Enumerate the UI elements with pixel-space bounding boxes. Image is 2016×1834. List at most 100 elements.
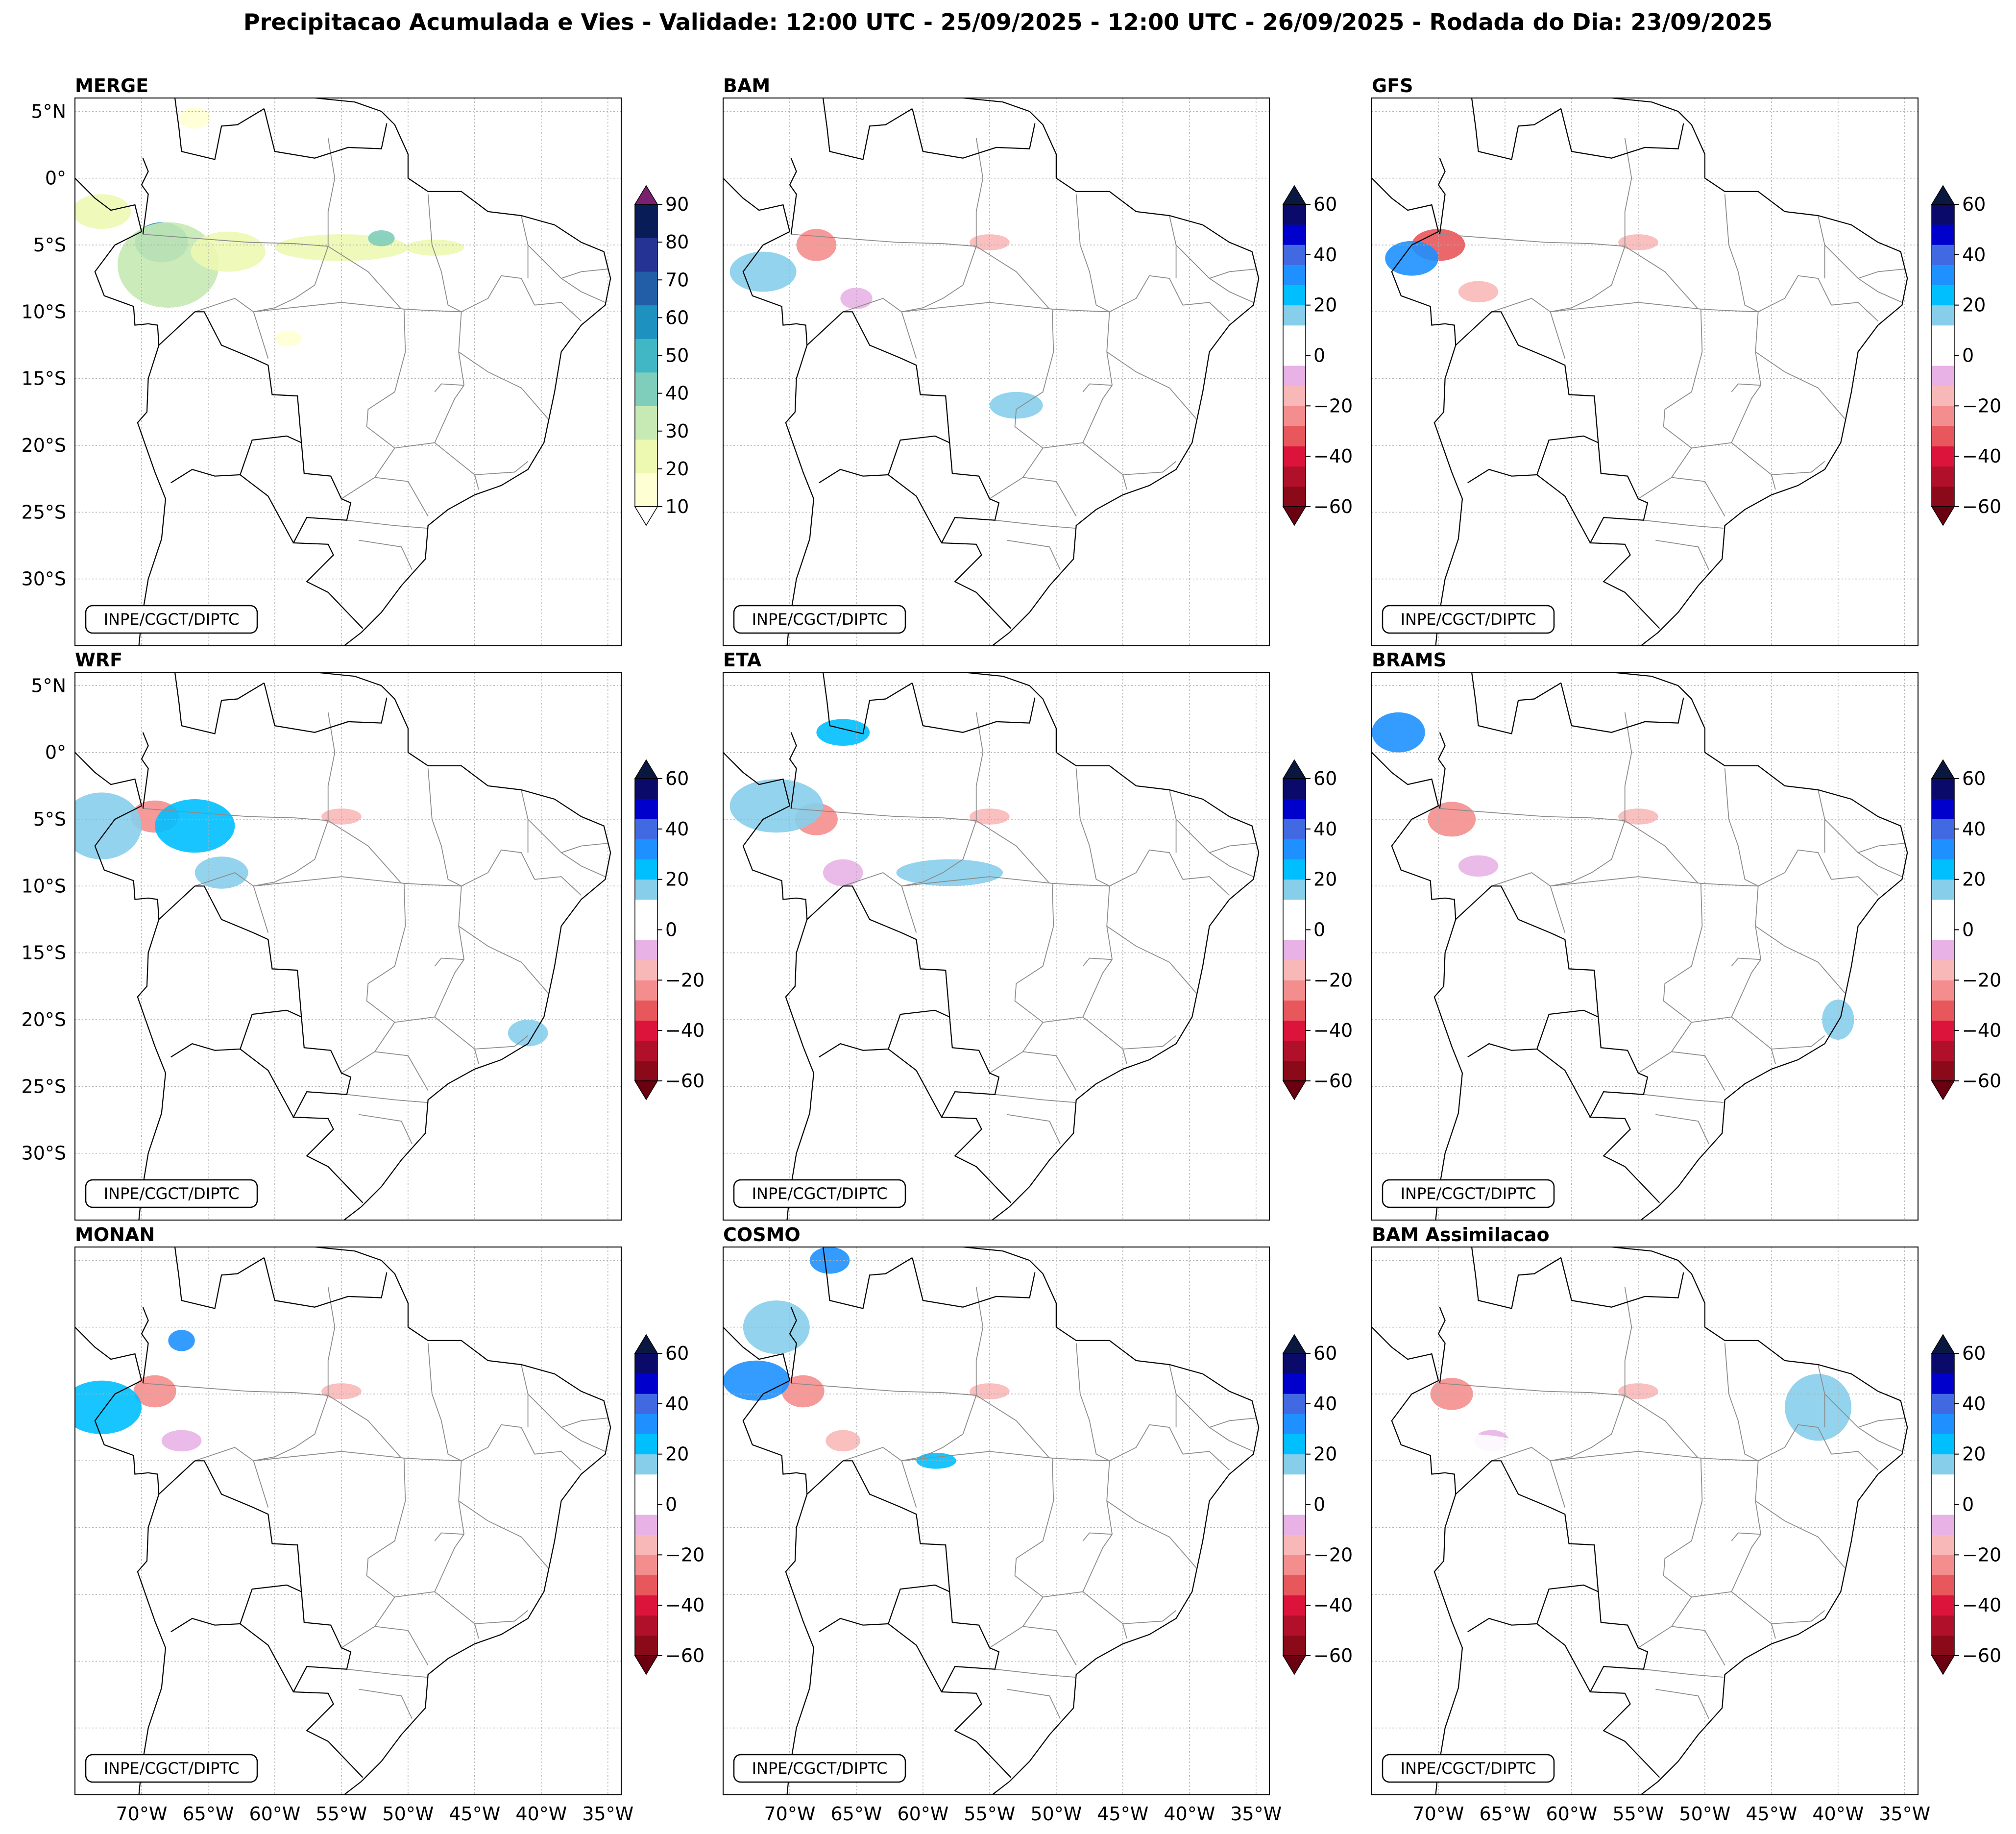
state-border: [1824, 245, 1905, 279]
state-border: [1022, 1051, 1077, 1091]
precip-area: [215, 1367, 282, 1394]
colorbar-segment: [635, 1000, 657, 1021]
state-border: [1824, 819, 1905, 854]
precip-area: [896, 859, 1003, 886]
state-border: [1183, 876, 1230, 896]
colorbar-segment: [1932, 799, 1954, 819]
colorbar-extend-bottom: [634, 506, 658, 526]
colorbar-segment: [635, 819, 657, 839]
precip-area: [75, 792, 142, 859]
map-panel-bam: BAM INPE/CGCT/DIPTC 60 40 20 0 −20 −40 −60: [723, 75, 1353, 646]
colorbar-segment: [1283, 1555, 1306, 1575]
colorbar-segment: [1283, 204, 1306, 225]
colorbar-tick-label: −60: [1962, 1645, 2001, 1666]
coastline: [1610, 672, 1908, 1220]
credit-box: [85, 1179, 258, 1208]
state-border: [194, 872, 269, 933]
country-border: [888, 474, 942, 543]
credit-box: [1382, 605, 1555, 634]
colorbar-segment: [635, 1414, 657, 1435]
map-background: [1372, 672, 1918, 1220]
lat-tick-label: 20°S: [22, 435, 66, 456]
colorbar-extend-top: [1931, 1334, 1955, 1354]
state-border: [1439, 808, 1625, 821]
credit-text: INPE/CGCT/DIPTC: [104, 610, 240, 629]
precip-area: [1545, 1300, 1678, 1381]
precip-area: [816, 719, 870, 746]
lat-tick-label: 10°S: [22, 301, 66, 322]
colorbar-segment: [1932, 245, 1954, 265]
state-border: [534, 302, 582, 322]
colorbar-segment: [1283, 1535, 1306, 1555]
colorbar: 60 40 20 0 −20 −40 −60: [1931, 185, 2001, 526]
colorbar-segment: [1932, 1040, 1954, 1061]
colorbar-segment: [1283, 245, 1306, 265]
state-border: [791, 808, 976, 821]
country-border: [75, 1326, 167, 1795]
colorbar-tick-label: −60: [665, 1645, 704, 1666]
colorbar-segment: [635, 1575, 657, 1596]
colorbar-tick-label: −60: [1313, 496, 1353, 517]
colorbar-segment: [1932, 819, 1954, 839]
colorbar-segment: [635, 1373, 657, 1394]
panel-map-layer: [1372, 672, 1918, 1220]
colorbar-tick-label: −40: [665, 1020, 704, 1041]
country-border: [888, 1049, 942, 1118]
state-border: [1638, 883, 1703, 1074]
lon-tick-label: 55°W: [964, 1803, 1015, 1825]
map-panel-eta: ETA INPE/CGCT/DIPTC 60 40 20 0 −20 −40 −60: [723, 649, 1353, 1221]
precip-area: [1385, 171, 1465, 212]
colorbar: 60 40 20 0 −20 −40 −60: [1931, 1334, 2001, 1675]
country-border: [292, 1017, 364, 1203]
credit-label: INPE/CGCT/DIPTC: [85, 1179, 258, 1208]
colorbar-segment: [635, 1434, 657, 1455]
state-border: [527, 245, 608, 279]
colorbar-segment: [1932, 224, 1954, 245]
state-border: [194, 298, 269, 359]
colorbar-extend-top: [1282, 1334, 1307, 1354]
country-border: [1471, 98, 1561, 160]
lat-tick-label: 30°S: [22, 568, 66, 590]
panel-map-layer: [1372, 1247, 1918, 1795]
state-border: [474, 1049, 479, 1064]
colorbar: 10 20 30 40 50 60 70 80 90: [634, 185, 689, 526]
colorbar-tick-label: −20: [1962, 1544, 2001, 1565]
state-border: [1550, 1287, 1632, 1462]
precip-area: [1458, 281, 1499, 303]
coastline: [962, 98, 1260, 646]
colorbar-tick-label: 20: [665, 458, 689, 480]
credit-text: INPE/CGCT/DIPTC: [752, 1184, 888, 1203]
country-border: [1455, 1460, 1599, 1633]
lon-tick-label: 45°W: [1097, 1803, 1148, 1825]
colorbar-extend-bottom: [1931, 1655, 1955, 1675]
precip-area: [179, 107, 211, 129]
country-border: [1372, 177, 1463, 646]
colorbar-segment: [1283, 285, 1306, 306]
precip-area: [729, 779, 823, 833]
country-border: [1536, 1049, 1591, 1118]
precip-area: [729, 251, 797, 292]
state-border: [461, 1424, 535, 1462]
state-border: [1638, 1458, 1703, 1648]
panel-frame: [723, 672, 1270, 1221]
country-border: [1437, 1307, 1446, 1384]
state-border: [1106, 1500, 1197, 1568]
colorbar-segment: [1283, 466, 1306, 487]
colorbar-segment: [1932, 1494, 1954, 1515]
state-border: [458, 351, 549, 419]
colorbar-segment: [1283, 799, 1306, 819]
state-border: [1082, 383, 1113, 392]
state-border: [1183, 1451, 1230, 1471]
country-border: [941, 1017, 1012, 1203]
country-border: [822, 98, 913, 160]
colorbar-segment: [635, 1020, 657, 1041]
colorbar-segment: [635, 960, 657, 980]
credit-box: [85, 1754, 258, 1783]
lon-tick-label: 45°W: [1746, 1803, 1797, 1825]
country-border: [723, 752, 815, 1220]
colorbar-segment: [635, 473, 657, 507]
colorbar-tick-label: 20: [1313, 294, 1337, 316]
state-border: [1655, 1688, 1709, 1719]
colorbar-tick-label: −40: [1313, 1594, 1353, 1616]
credit-box: [1382, 1179, 1555, 1208]
